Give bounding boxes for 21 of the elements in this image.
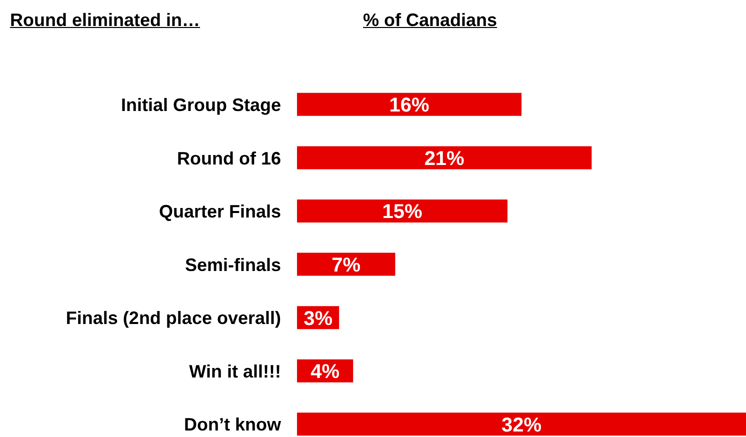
data-label: 7% <box>332 254 361 276</box>
bar <box>297 252 396 276</box>
y-tick-label: Quarter Finals <box>158 202 281 222</box>
y-axis-title: Round eliminated in… <box>10 10 200 31</box>
data-label: 3% <box>304 308 333 330</box>
y-tick-label: Semi-finals <box>184 254 281 275</box>
data-label: 4% <box>310 361 340 384</box>
y-tick-label: Don’t know <box>184 414 282 435</box>
bar <box>297 199 508 222</box>
bar <box>297 146 592 170</box>
y-tick-label: Initial Group Stage <box>120 95 281 116</box>
data-label: 15% <box>382 201 422 224</box>
y-tick-label: Round of 16 <box>177 148 281 168</box>
data-label: 21% <box>424 148 465 170</box>
data-label: 32% <box>501 414 542 436</box>
data-label: 16% <box>389 94 430 117</box>
y-tick-label: Finals (2nd place overall) <box>66 308 281 328</box>
bar <box>297 412 746 436</box>
x-axis-title: % of Canadians <box>363 10 498 31</box>
bar <box>297 92 522 116</box>
y-tick-label: Win it all!!! <box>189 361 281 382</box>
